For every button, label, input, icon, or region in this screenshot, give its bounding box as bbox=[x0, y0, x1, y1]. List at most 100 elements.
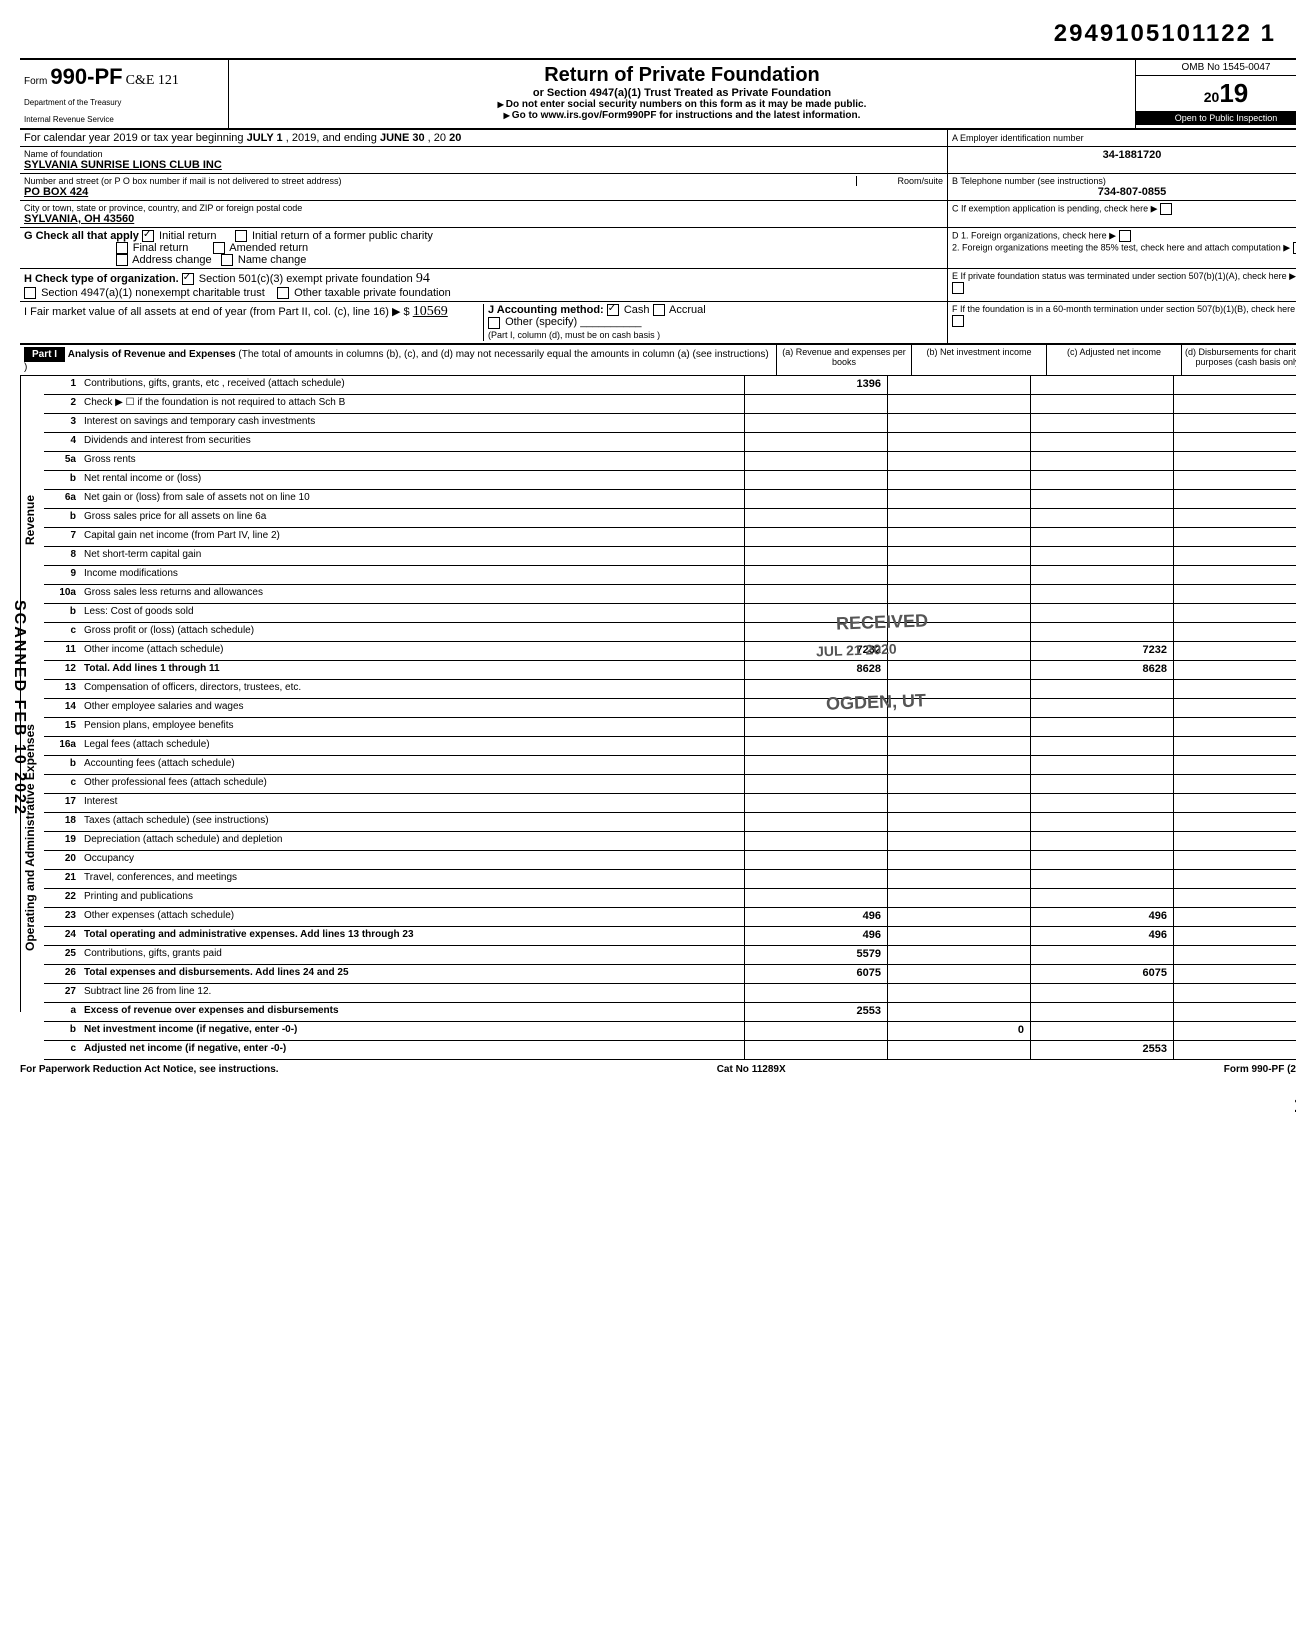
period-row: For calendar year 2019 or tax year begin… bbox=[20, 130, 1296, 147]
table-row: 19Depreciation (attach schedule) and dep… bbox=[44, 832, 1296, 851]
e-checkbox[interactable] bbox=[952, 282, 964, 294]
name-block: Name of foundation SYLVANIA SUNRISE LION… bbox=[20, 147, 947, 173]
line-number: 19 bbox=[44, 832, 80, 850]
line-description: Total operating and administrative expen… bbox=[80, 927, 744, 945]
ein-block: A Employer identification number bbox=[947, 130, 1296, 146]
amended-checkbox[interactable] bbox=[213, 242, 225, 254]
cell-col-b bbox=[887, 946, 1030, 964]
cell-col-b bbox=[887, 376, 1030, 394]
cell-col-a bbox=[744, 851, 887, 869]
cell-col-a bbox=[744, 1041, 887, 1059]
name-change-label: Name change bbox=[238, 254, 307, 266]
cell-col-c bbox=[1030, 433, 1173, 451]
line-description: Taxes (attach schedule) (see instruction… bbox=[80, 813, 744, 831]
cell-col-c bbox=[1030, 794, 1173, 812]
address-value: PO BOX 424 bbox=[24, 186, 943, 198]
city-row: City or town, state or province, country… bbox=[20, 201, 1296, 228]
h-opt2: Section 4947(a)(1) nonexempt charitable … bbox=[41, 287, 265, 299]
other-checkbox[interactable] bbox=[488, 317, 500, 329]
table-row: bNet investment income (if negative, ent… bbox=[44, 1022, 1296, 1041]
cell-col-b bbox=[887, 585, 1030, 603]
line-description: Net rental income or (loss) bbox=[80, 471, 744, 489]
d1-checkbox[interactable] bbox=[1119, 230, 1131, 242]
cell-col-d bbox=[1173, 870, 1296, 888]
line-number: b bbox=[44, 756, 80, 774]
line-number: 14 bbox=[44, 699, 80, 717]
cell-col-a bbox=[744, 1022, 887, 1040]
cell-col-a bbox=[744, 813, 887, 831]
cell-col-c bbox=[1030, 585, 1173, 603]
cell-col-c: 496 bbox=[1030, 908, 1173, 926]
section-g: G Check all that apply Initial return In… bbox=[20, 228, 947, 268]
cell-col-c bbox=[1030, 699, 1173, 717]
cell-col-a bbox=[744, 832, 887, 850]
final-return-checkbox[interactable] bbox=[116, 242, 128, 254]
cell-col-d bbox=[1173, 433, 1296, 451]
section-i: I Fair market value of all assets at end… bbox=[20, 302, 947, 342]
d2-checkbox[interactable] bbox=[1293, 242, 1296, 254]
c-label: C If exemption application is pending, c… bbox=[952, 203, 1148, 213]
cell-col-b bbox=[887, 984, 1030, 1002]
period-label: For calendar year 2019 or tax year begin… bbox=[24, 132, 244, 144]
line-number: 25 bbox=[44, 946, 80, 964]
table-row: 11Other income (attach schedule)72327232 bbox=[44, 642, 1296, 661]
phone-value: 734-807-0855 bbox=[952, 186, 1296, 198]
footer-left: For Paperwork Reduction Act Notice, see … bbox=[20, 1064, 279, 1075]
city-label: City or town, state or province, country… bbox=[24, 203, 943, 213]
c-checkbox[interactable] bbox=[1160, 203, 1172, 215]
f-checkbox[interactable] bbox=[952, 315, 964, 327]
line-description: Contributions, gifts, grants paid bbox=[80, 946, 744, 964]
h-opt3-checkbox[interactable] bbox=[277, 287, 289, 299]
cell-col-c bbox=[1030, 1022, 1173, 1040]
cell-col-a bbox=[744, 490, 887, 508]
page-container: 2949105101122 1 Form 990-PF C&E 121 Depa… bbox=[20, 20, 1296, 1118]
line-number: b bbox=[44, 509, 80, 527]
address-block: Number and street (or P O box number if … bbox=[20, 174, 947, 200]
cell-col-c bbox=[1030, 376, 1173, 394]
cash-checkbox[interactable] bbox=[607, 304, 619, 316]
cell-col-d bbox=[1173, 642, 1296, 660]
table-row: bLess: Cost of goods sold bbox=[44, 604, 1296, 623]
name-change-checkbox[interactable] bbox=[221, 254, 233, 266]
cell-col-a bbox=[744, 889, 887, 907]
line-description: Capital gain net income (from Part IV, l… bbox=[80, 528, 744, 546]
line-number: b bbox=[44, 471, 80, 489]
dept-irs: Internal Revenue Service bbox=[24, 115, 224, 124]
table-row: 26Total expenses and disbursements. Add … bbox=[44, 965, 1296, 984]
h-opt1-checkbox[interactable] bbox=[182, 273, 194, 285]
line-description: Travel, conferences, and meetings bbox=[80, 870, 744, 888]
cell-col-c bbox=[1030, 471, 1173, 489]
cell-col-c: 496 bbox=[1030, 927, 1173, 945]
cell-col-a bbox=[744, 585, 887, 603]
cell-col-b bbox=[887, 718, 1030, 736]
line-number: 18 bbox=[44, 813, 80, 831]
line-number: c bbox=[44, 1041, 80, 1059]
table-row: 5aGross rents bbox=[44, 452, 1296, 471]
cell-col-c bbox=[1030, 946, 1173, 964]
table-row: 18Taxes (attach schedule) (see instructi… bbox=[44, 813, 1296, 832]
accrual-checkbox[interactable] bbox=[653, 304, 665, 316]
cell-col-d bbox=[1173, 585, 1296, 603]
cell-col-a: 8628 bbox=[744, 661, 887, 679]
part1-title: Analysis of Revenue and Expenses bbox=[68, 349, 236, 360]
d1-label: D 1. Foreign organizations, check here ▶ bbox=[952, 230, 1296, 242]
initial-return-checkbox[interactable] bbox=[142, 230, 154, 242]
d2-label: 2. Foreign organizations meeting the 85%… bbox=[952, 242, 1296, 254]
h-opt2-checkbox[interactable] bbox=[24, 287, 36, 299]
table-row: cGross profit or (loss) (attach schedule… bbox=[44, 623, 1296, 642]
line-number: 23 bbox=[44, 908, 80, 926]
cell-col-a bbox=[744, 737, 887, 755]
line-description: Printing and publications bbox=[80, 889, 744, 907]
address-change-checkbox[interactable] bbox=[116, 254, 128, 266]
year-value: 19 bbox=[1219, 78, 1248, 108]
table-row: 3Interest on savings and temporary cash … bbox=[44, 414, 1296, 433]
line-description: Other expenses (attach schedule) bbox=[80, 908, 744, 926]
section-i-row: I Fair market value of all assets at end… bbox=[20, 302, 1296, 343]
cell-col-d bbox=[1173, 908, 1296, 926]
initial-former-checkbox[interactable] bbox=[235, 230, 247, 242]
cell-col-c: 2553 bbox=[1030, 1041, 1173, 1059]
omb-number: OMB No 1545-0047 bbox=[1136, 60, 1296, 76]
line-number: 6a bbox=[44, 490, 80, 508]
table-row: 15Pension plans, employee benefits bbox=[44, 718, 1296, 737]
h-opt3: Other taxable private foundation bbox=[294, 287, 451, 299]
